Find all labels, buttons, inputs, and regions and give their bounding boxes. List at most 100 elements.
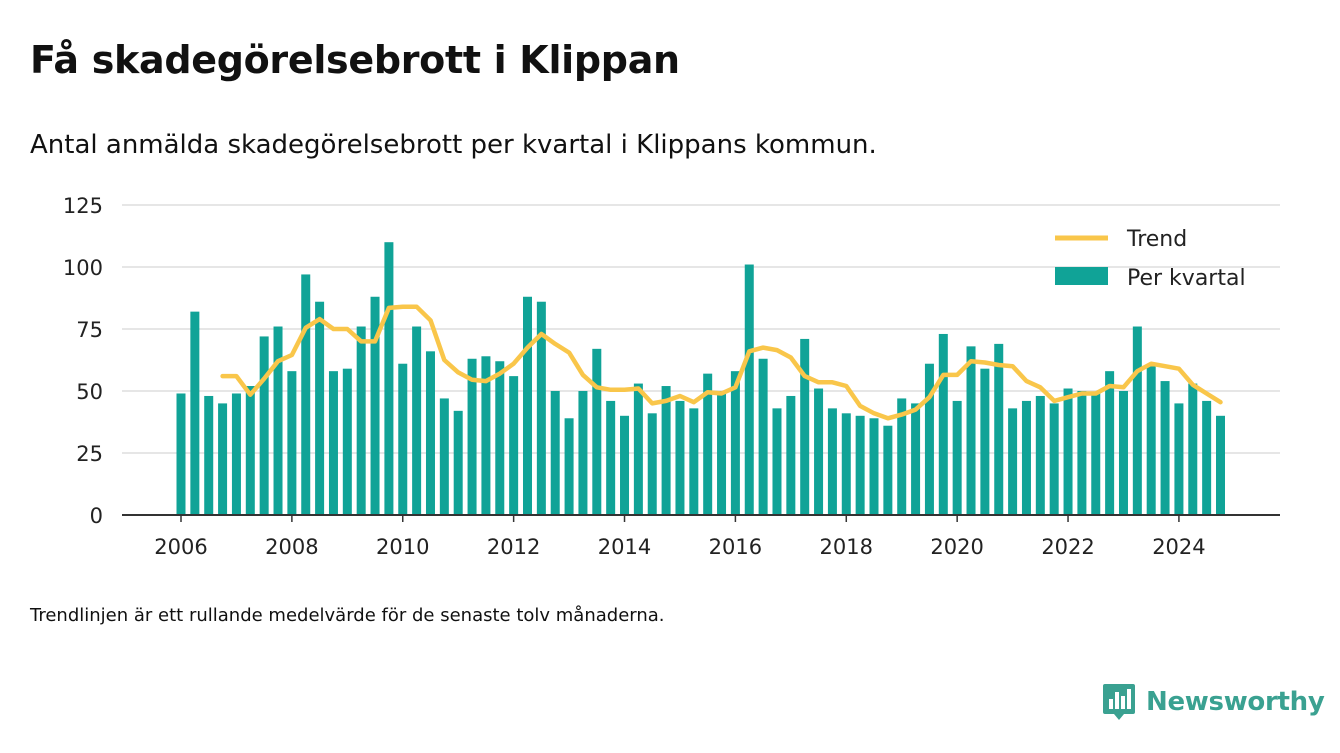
footnote: Trendlinjen är ett rullande medelvärde f…: [30, 605, 665, 626]
bar: [814, 388, 824, 515]
bar: [1188, 383, 1198, 515]
legend-bar-swatch: [1055, 267, 1108, 285]
bar: [176, 393, 186, 515]
bar: [1021, 400, 1031, 515]
bar: [1063, 388, 1073, 515]
bar: [1049, 403, 1059, 515]
bar: [328, 371, 338, 515]
bar: [218, 403, 228, 515]
x-tick-label: 2022: [1041, 535, 1094, 559]
bar: [606, 400, 616, 515]
bar: [578, 391, 588, 515]
bar: [883, 425, 893, 515]
bar: [980, 368, 990, 515]
legend-bar-label: Per kvartal: [1127, 266, 1246, 291]
bar: [1146, 366, 1156, 515]
bar: [273, 326, 283, 515]
chart-title: Få skadegörelsebrott i Klippan: [30, 38, 680, 82]
bar: [190, 311, 200, 515]
y-tick-label: 100: [63, 256, 103, 280]
x-tick-label: 2024: [1152, 535, 1205, 559]
x-tick-label: 2008: [265, 535, 318, 559]
bar: [938, 333, 948, 515]
bar: [1118, 391, 1128, 515]
x-tick-label: 2020: [930, 535, 983, 559]
bar: [204, 395, 214, 515]
bar: [1105, 371, 1115, 515]
x-tick-label: 2018: [820, 535, 873, 559]
x-tick-label: 2016: [709, 535, 762, 559]
bar: [1035, 395, 1045, 515]
bar: [398, 363, 408, 515]
bar: [1091, 393, 1101, 515]
bar: [841, 413, 851, 515]
x-tick-label: 2012: [487, 535, 540, 559]
bar: [564, 418, 574, 515]
bar: [384, 242, 394, 515]
bar: [897, 398, 907, 515]
y-tick-label: 25: [76, 442, 103, 466]
bar: [772, 408, 782, 515]
bar: [994, 343, 1004, 515]
bar: [259, 336, 269, 515]
brand-logo: Newsworthy: [1102, 682, 1325, 722]
bar: [536, 301, 546, 515]
bar: [620, 415, 630, 515]
legend: Trend Per kvartal: [1055, 227, 1246, 291]
brand-name: Newsworthy: [1146, 687, 1325, 717]
bar: [647, 413, 657, 515]
y-tick-label: 0: [90, 504, 103, 528]
x-axis-ticks: 2006 2008 2010 2012 2014 2016 2018 2020 2022 2024: [154, 515, 1206, 559]
newsworthy-logo-icon: [1103, 684, 1135, 720]
bar: [370, 296, 380, 515]
y-tick-label: 75: [76, 318, 103, 342]
bar: [675, 400, 685, 515]
legend-trend-label: Trend: [1126, 227, 1187, 252]
bar: [301, 274, 311, 515]
bar: [869, 418, 879, 515]
bar: [231, 393, 241, 515]
chart-subtitle: Antal anmälda skadegörelsebrott per kvar…: [30, 130, 877, 160]
bar: [661, 386, 671, 515]
bar: [758, 358, 768, 515]
bar: [827, 408, 837, 515]
bar-series: [176, 242, 1225, 515]
bar: [245, 386, 255, 515]
bar: [717, 391, 727, 515]
bar: [911, 403, 921, 515]
bar: [495, 361, 505, 515]
bar: [1132, 326, 1142, 515]
x-tick-label: 2010: [376, 535, 429, 559]
bar: [730, 371, 740, 515]
y-tick-label: 50: [76, 380, 103, 404]
bar: [1202, 400, 1212, 515]
x-tick-label: 2014: [598, 535, 651, 559]
bar: [1174, 403, 1184, 515]
bar: [744, 264, 754, 515]
bar: [786, 395, 796, 515]
bar: [1077, 391, 1087, 515]
bar: [425, 351, 435, 515]
bar: [1216, 415, 1225, 515]
bar: [633, 383, 643, 515]
trend-line: [220, 304, 1223, 421]
x-tick-label: 2006: [154, 535, 207, 559]
bar: [689, 408, 699, 515]
bar: [356, 326, 366, 515]
bar: [439, 398, 449, 515]
bar: [924, 363, 934, 515]
bar: [703, 373, 713, 515]
bar: [966, 346, 976, 515]
bar: [952, 400, 962, 515]
bar: [453, 410, 463, 515]
bar: [800, 338, 810, 515]
bar: [550, 391, 560, 515]
y-axis-ticks: 0 25 50 75 100 125: [63, 194, 103, 528]
bar: [855, 415, 865, 515]
bar: [509, 376, 519, 515]
bar: [481, 356, 491, 515]
bar: [1160, 381, 1170, 515]
y-tick-label: 125: [63, 194, 103, 218]
bar: [523, 296, 532, 515]
